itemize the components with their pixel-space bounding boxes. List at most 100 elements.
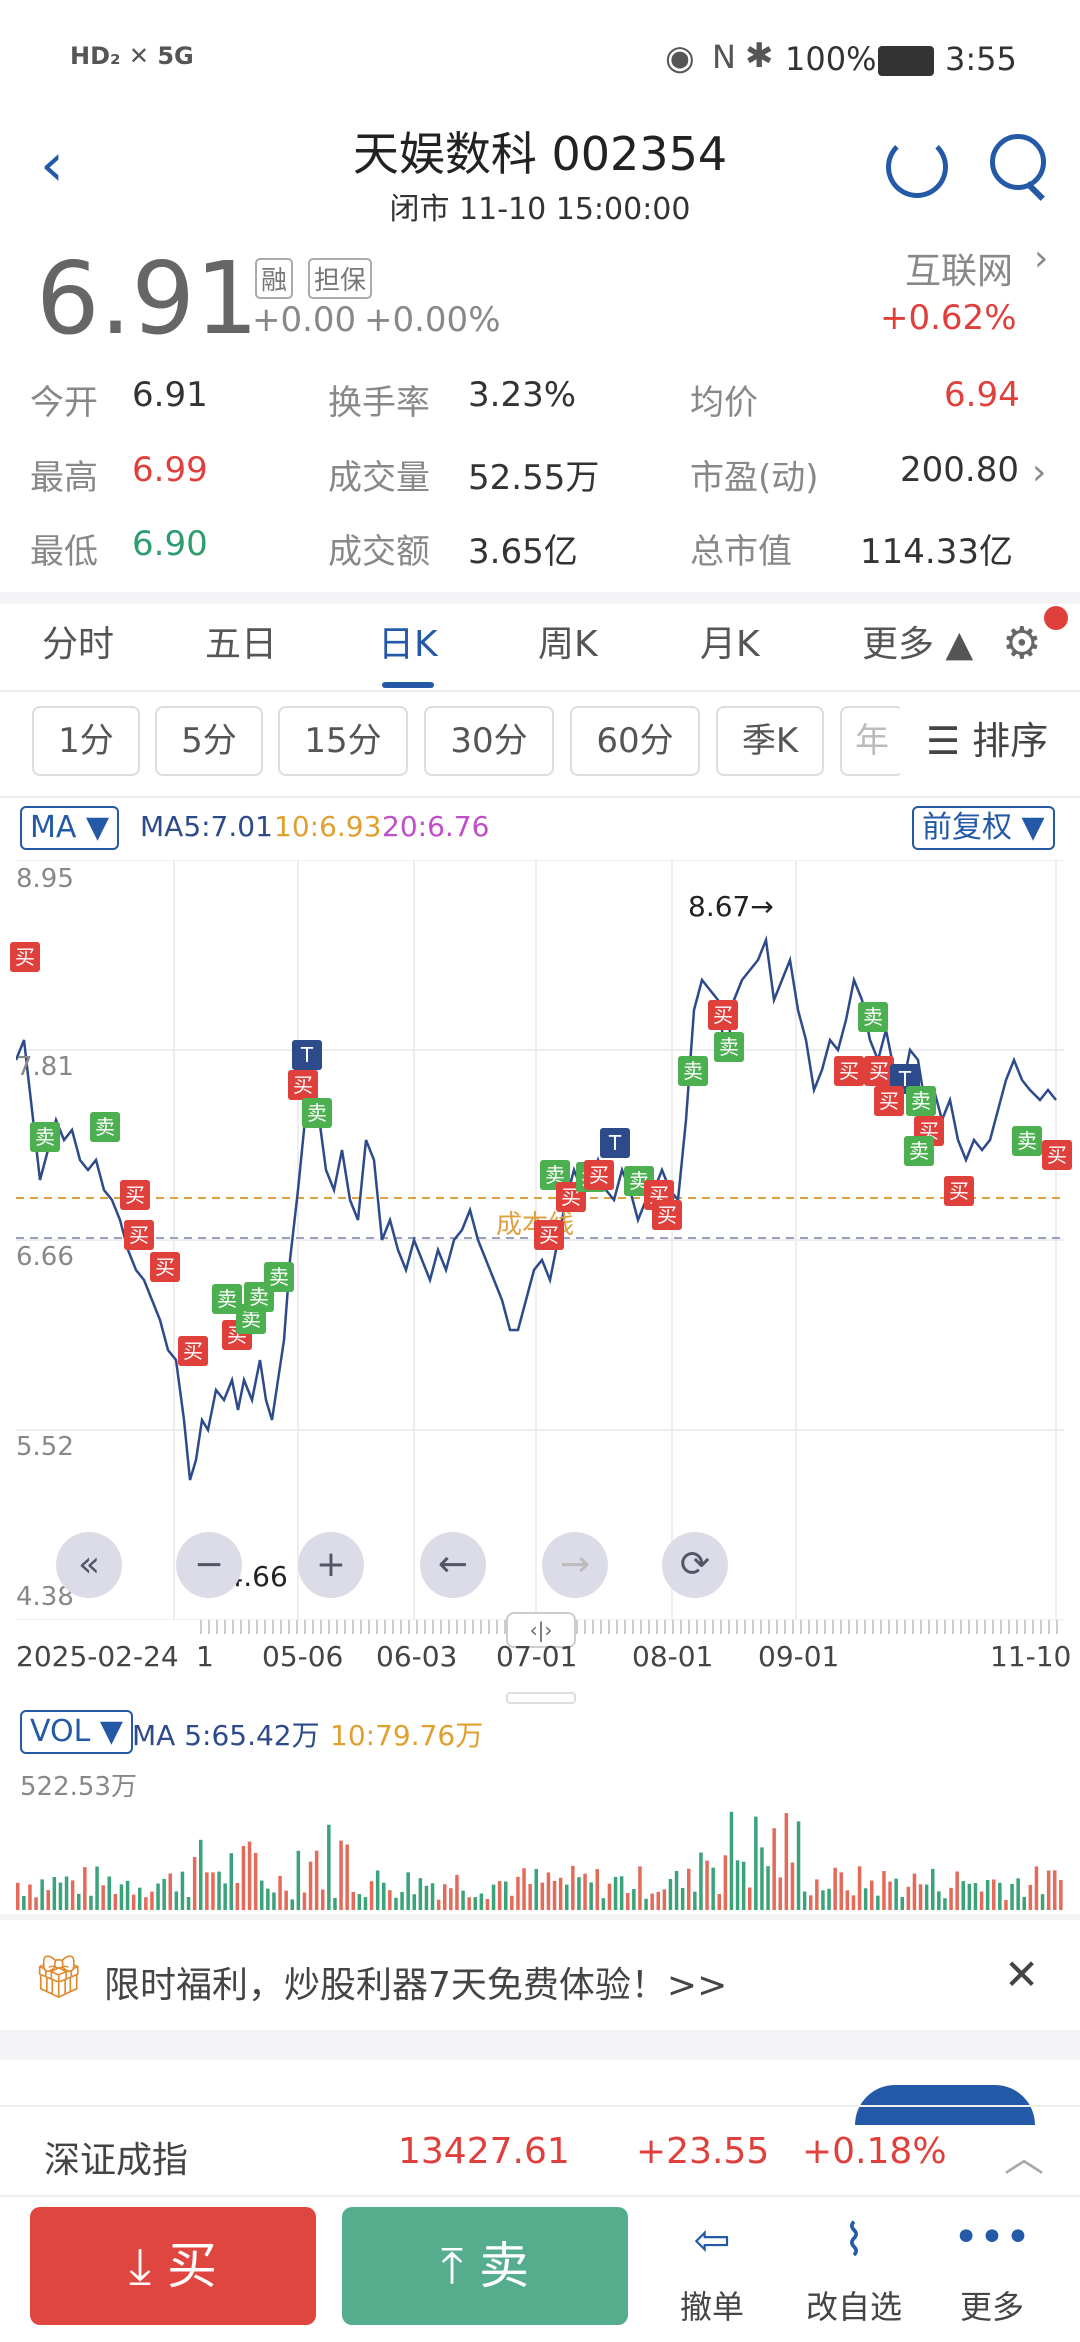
index-name: 深证成指 [44,2140,189,2181]
more-label[interactable]: 更多 [959,2288,1024,2326]
index-change: +23.55 [636,2131,770,2172]
volume-bar [382,1882,386,1910]
volume-bar [321,1889,325,1910]
volume-bar [918,1884,923,1910]
volume-bar [979,1891,984,1910]
volume-bar [253,1852,258,1910]
volume-bar [308,1861,313,1910]
volume-bar [558,1877,563,1910]
volume-bar [168,1873,172,1910]
volume-bar [467,1897,471,1910]
section-divider [0,2030,1080,2060]
scroll-ruler[interactable] [200,1620,1060,1634]
volume-bar [40,1879,44,1910]
arrow-left-icon[interactable]: ← [420,1532,486,1598]
avg-value: 6.94 [944,375,1020,415]
volume-bar [644,1898,648,1910]
volume-bar [272,1892,276,1910]
index-bar[interactable]: 深证成指 13427.61 +23.55 +0.18% ︿ [0,2105,1080,2197]
volume-bar [778,1877,782,1910]
pe-value: 200.80 [900,450,1019,490]
period-60min[interactable]: 60分 [570,706,700,776]
turnover-label: 换手率 [328,383,430,423]
volume-bar [632,1888,636,1910]
period-1min[interactable]: 1分 [32,706,140,776]
chevron-up-icon[interactable]: ︿ [1004,2135,1044,2181]
vol-indicator-select[interactable]: VOL ▼ [20,1710,133,1754]
gear-icon[interactable]: ⚙ [1002,618,1042,669]
drag-handle-icon[interactable]: ‹|› [506,1612,576,1648]
period-15min[interactable]: 15分 [278,706,408,776]
volume-bar [260,1880,264,1910]
mcap-label: 总市值 [690,532,792,572]
low-value: 6.90 [132,524,208,564]
volume-bar [687,1868,691,1910]
sort-button[interactable]: ☰ 排序 [900,706,1080,776]
refresh-icon[interactable] [886,136,948,198]
volume-bar [1034,1866,1039,1910]
cancel-order-label[interactable]: 撤单 [679,2288,744,2326]
volume-bar [363,1897,368,1910]
rewind-icon[interactable]: « [56,1532,122,1598]
volume-bar [339,1840,343,1910]
tab-monthly-k[interactable]: 月K [700,624,760,665]
rotate-icon[interactable]: ⟳ [662,1532,728,1598]
volume-bar [528,1883,532,1910]
volume-bar [912,1873,917,1910]
adjust-select[interactable]: 前复权 ▼ [912,806,1055,850]
volume-bar [546,1872,551,1910]
sell-button[interactable]: ⤒ 卖 [342,2207,628,2325]
zoom-out-icon[interactable]: − [176,1532,242,1598]
tab-weekly-k[interactable]: 周K [538,624,598,665]
x-label-1: 1 [196,1640,214,1673]
period-5min[interactable]: 5分 [155,706,263,776]
volume-bar [894,1878,898,1910]
close-icon[interactable]: ✕ [1004,1950,1040,1999]
tab-intraday[interactable]: 分时 [42,624,115,665]
volume-bar [876,1895,880,1910]
indicator-select[interactable]: MA ▼ [20,806,120,850]
chevron-right-icon[interactable]: › [1034,238,1049,279]
volume-bar [266,1888,270,1910]
bottom-bar [0,2195,1080,2342]
period-season-k[interactable]: 季K [716,706,824,776]
ma5-value: MA5:7.01 [140,810,273,843]
chevron-right-icon[interactable]: › [1032,452,1047,493]
promo-banner[interactable]: 🎁︎ 限时福利，炒股利器7天免费体验！>> ✕ [0,1920,1080,2030]
period-year[interactable]: 年 [840,706,904,776]
kline-chart[interactable]: 8.95 7.81 6.66 5.52 4.38 8.67→ ←4.66 成本线… [10,859,1072,1621]
volume-bar [461,1890,465,1910]
cancel-order-icon[interactable]: ⇦ [693,2215,731,2266]
volume-chart[interactable] [16,1760,1064,1910]
y-label-3: 6.66 [16,1242,74,1272]
low-label: 最低 [30,532,98,572]
volume-bar [522,1868,526,1910]
edit-watchlist-icon[interactable]: ⌇ [843,2215,865,2266]
volume-bar [229,1853,233,1910]
zoom-in-icon[interactable]: + [298,1532,364,1598]
stock-title: 天娱数科 002354 [352,127,728,181]
period-30min[interactable]: 30分 [424,706,554,776]
volume-bar [711,1867,715,1910]
tab-more[interactable]: 更多 ▲ [862,624,974,665]
panel-resize-handle[interactable] [506,1692,576,1704]
tab-five-day[interactable]: 五日 [205,624,278,665]
x-label-0: 2025-02-24 [16,1640,179,1673]
back-icon[interactable]: ‹ [40,130,64,200]
gift-icon: 🎁︎ [32,1952,86,2001]
tab-daily-k[interactable]: 日K [378,624,438,665]
index-value: 13427.61 [398,2131,570,2172]
sector-name[interactable]: 互联网 [905,251,1014,292]
volume-bar [192,1857,197,1910]
buy-button[interactable]: ⤓ 买 [30,2207,316,2325]
buy-icon: ⤓ [129,2237,167,2295]
more-icon[interactable]: ••• [953,2212,1031,2263]
arrow-right-icon[interactable]: → [542,1532,608,1598]
edit-watchlist-label[interactable]: 改自选 [805,2288,902,2326]
volume-bar [626,1892,630,1910]
volume-bar [839,1872,843,1910]
volume-bar [174,1891,179,1910]
volume-bar [58,1882,63,1910]
search-icon[interactable] [990,134,1046,190]
amount-value: 3.65亿 [468,532,578,572]
